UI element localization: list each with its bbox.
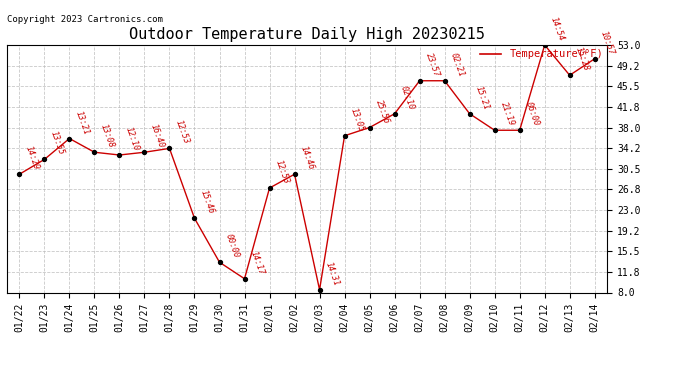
- Point: [14, 171, 25, 177]
- Text: 15:28: 15:28: [574, 46, 591, 72]
- Text: 10:57: 10:57: [599, 29, 616, 56]
- Point: [164, 146, 175, 152]
- Text: 12:53: 12:53: [174, 119, 190, 146]
- Text: 06:00: 06:00: [524, 101, 541, 128]
- Text: 25:56: 25:56: [374, 98, 391, 125]
- Point: [114, 152, 125, 158]
- Point: [64, 135, 75, 141]
- Point: [39, 156, 50, 162]
- Text: 12:53: 12:53: [274, 159, 290, 185]
- Point: [514, 127, 525, 133]
- Text: 14:46: 14:46: [299, 145, 316, 171]
- Text: 21:19: 21:19: [499, 101, 516, 128]
- Text: 13:21: 13:21: [74, 109, 90, 136]
- Point: [489, 127, 500, 133]
- Text: 13:55: 13:55: [48, 130, 66, 157]
- Text: 15:46: 15:46: [199, 189, 216, 216]
- Text: 15:21: 15:21: [474, 84, 491, 111]
- Text: 23:57: 23:57: [424, 51, 441, 78]
- Text: 13:08: 13:08: [99, 123, 116, 150]
- Point: [539, 42, 550, 48]
- Text: 14:31: 14:31: [324, 260, 341, 287]
- Text: 12:10: 12:10: [124, 126, 141, 152]
- Point: [414, 78, 425, 84]
- Legend: Temperature(°F): Temperature(°F): [476, 45, 607, 63]
- Point: [289, 171, 300, 177]
- Point: [364, 124, 375, 130]
- Point: [464, 111, 475, 117]
- Text: Copyright 2023 Cartronics.com: Copyright 2023 Cartronics.com: [7, 15, 163, 24]
- Text: 02:21: 02:21: [448, 51, 466, 78]
- Point: [189, 215, 200, 221]
- Text: 13:05: 13:05: [348, 106, 366, 133]
- Point: [214, 259, 225, 265]
- Title: Outdoor Temperature Daily High 20230215: Outdoor Temperature Daily High 20230215: [129, 27, 485, 42]
- Point: [264, 185, 275, 191]
- Point: [589, 56, 600, 62]
- Text: 02:10: 02:10: [399, 84, 416, 111]
- Text: 14:17: 14:17: [248, 249, 266, 276]
- Point: [389, 111, 400, 117]
- Point: [339, 133, 350, 139]
- Point: [564, 72, 575, 78]
- Point: [89, 149, 100, 155]
- Text: 14:29: 14:29: [23, 145, 41, 171]
- Point: [139, 149, 150, 155]
- Point: [239, 276, 250, 282]
- Point: [439, 78, 450, 84]
- Point: [314, 287, 325, 293]
- Text: 14:54: 14:54: [549, 16, 566, 42]
- Text: 00:00: 00:00: [224, 233, 241, 260]
- Text: 16:40: 16:40: [148, 123, 166, 150]
